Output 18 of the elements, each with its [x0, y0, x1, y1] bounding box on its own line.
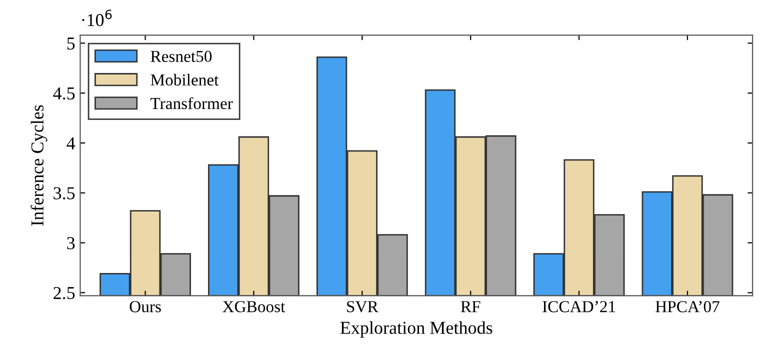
y-tick-label: 4.5 — [53, 87, 75, 100]
x-tick-label: Ours — [130, 301, 161, 312]
y-tick-label: 3.5 — [54, 187, 75, 200]
x-tick-label: SVR — [347, 301, 378, 312]
y-tick-label: 2.5 — [54, 286, 75, 300]
x-tick-label: XGBoost — [222, 301, 286, 312]
y-axis-title: Inference Cycles — [30, 105, 48, 226]
legend-label: Transformer — [150, 97, 233, 110]
x-axis-title: Exploration Methods — [340, 321, 492, 338]
legend-label: Mobilenet — [150, 74, 219, 86]
text: ·10$^{6}$ — [82, 10, 112, 26]
x-tick-label: RF — [460, 301, 480, 312]
x-tick-label: ICCAD’21 — [542, 301, 616, 312]
y-tick-label: 3 — [67, 237, 75, 250]
y-tick-label: 5 — [67, 38, 75, 50]
legend-label: Resnet50 — [150, 50, 212, 62]
y-tick-label: 4 — [66, 137, 76, 150]
x-tick-label: HPCA’07 — [656, 301, 720, 312]
